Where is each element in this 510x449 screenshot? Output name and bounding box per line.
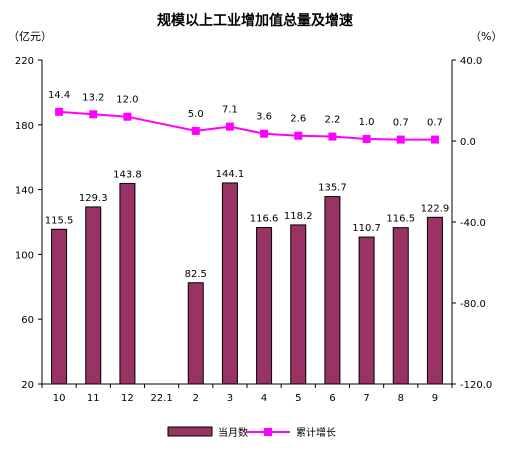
bar-data-label: 82.5	[185, 269, 207, 280]
legend: 当月数 累计增长	[167, 426, 336, 439]
line-point	[362, 134, 371, 143]
legend-bar-label: 当月数	[218, 426, 248, 439]
legend-line-marker	[264, 428, 272, 436]
bar-data-label: 143.8	[113, 169, 142, 180]
x-tick-label: 7	[363, 393, 369, 404]
bar	[51, 228, 68, 385]
bar	[85, 206, 102, 385]
y-left-tick-label: 100	[15, 250, 34, 261]
y-left-tick-label: 140	[15, 186, 34, 197]
bar-data-label: 115.5	[45, 215, 74, 226]
line-point	[191, 126, 200, 135]
line-data-label: 2.6	[290, 114, 306, 125]
line-point	[260, 129, 269, 138]
legend-bar-swatch	[167, 426, 213, 437]
bar-data-label: 118.2	[284, 211, 313, 222]
bar	[358, 236, 375, 385]
line-point	[123, 112, 132, 121]
bar-data-label: 122.9	[421, 203, 450, 214]
bar	[392, 227, 409, 385]
line-point	[294, 131, 303, 140]
bar	[426, 216, 443, 385]
y-right-tick-label: -120.0	[460, 380, 492, 391]
bar	[187, 282, 204, 385]
line-data-label: 5.0	[188, 109, 204, 120]
bar-data-label: 116.5	[386, 214, 415, 225]
legend-line-label: 累计增长	[296, 426, 336, 439]
x-tick-label: 8	[398, 393, 404, 404]
y-left-unit: （亿元）	[8, 30, 52, 43]
line-point	[430, 135, 439, 144]
x-tick-label: 22.1	[150, 393, 172, 404]
y-right-tick-label: -80.0	[460, 299, 486, 310]
line-point	[328, 132, 337, 141]
bar-data-label: 135.7	[318, 183, 347, 194]
line-point	[89, 110, 98, 119]
x-tick-label: 5	[295, 393, 301, 404]
x-tick-label: 11	[87, 393, 100, 404]
x-tick-label: 9	[432, 393, 438, 404]
bar	[290, 224, 307, 385]
x-tick-label: 3	[227, 393, 233, 404]
bar	[256, 227, 273, 385]
bar-data-label: 110.7	[352, 223, 381, 234]
line-data-label: 2.2	[324, 115, 340, 126]
line-data-label: 13.2	[82, 92, 104, 103]
y-right-unit: （%）	[470, 30, 502, 43]
bar	[119, 182, 136, 385]
chart-title: 规模以上工业增加值总量及增速	[157, 12, 353, 29]
y-left-tick-label: 220	[15, 56, 34, 67]
y-right-tick-label: 0.0	[460, 137, 476, 148]
line-series	[59, 110, 435, 141]
y-left-tick-label: 180	[15, 121, 34, 132]
line-data-label: 1.0	[359, 117, 375, 128]
y-left-tick-label: 60	[21, 315, 34, 326]
line-data-label: 3.6	[256, 112, 272, 123]
y-right-tick-label: -40.0	[460, 218, 486, 229]
line-data-label: 14.4	[48, 90, 70, 101]
plot-area: 220 180 140 100 60 20 40.0 0.0 -40.0 -80.0 -120.0 1…	[15, 56, 492, 404]
line-data-label: 7.1	[222, 105, 238, 116]
x-tick-label: 2	[193, 393, 199, 404]
line-point	[396, 135, 405, 144]
bar-data-label: 116.6	[250, 214, 279, 225]
line-data-label: 12.0	[116, 95, 138, 106]
x-tick-label: 10	[53, 393, 66, 404]
line-point	[225, 122, 234, 131]
y-right-tick-label: 40.0	[460, 56, 482, 67]
bar	[324, 196, 341, 385]
line-data-label: 0.7	[393, 118, 409, 129]
bar-data-label: 129.3	[79, 193, 108, 204]
x-tick-label: 6	[329, 393, 335, 404]
x-tick-label: 12	[121, 393, 134, 404]
line-data-label: 0.7	[427, 118, 443, 129]
bar-data-label: 144.1	[216, 169, 245, 180]
bar	[221, 182, 238, 385]
line-point	[55, 107, 64, 116]
x-tick-label: 4	[261, 393, 267, 404]
y-left-tick-label: 20	[21, 380, 34, 391]
